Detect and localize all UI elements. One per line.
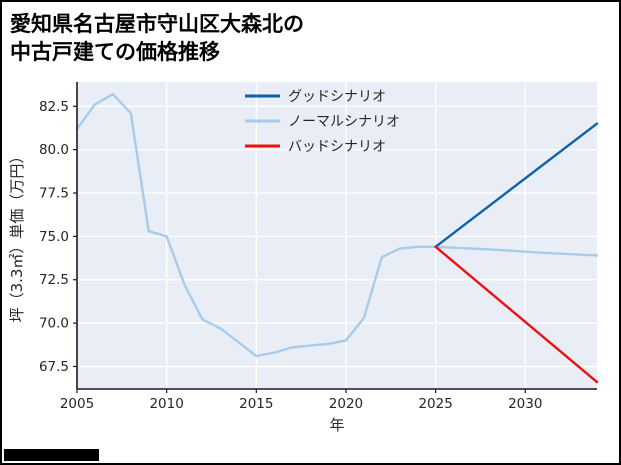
series-lines	[75, 92, 599, 384]
x-tick-label: 2015	[239, 396, 273, 412]
legend-label: グッドシナリオ	[288, 89, 386, 105]
x-tick-labels: 2005 2010 2015 2020 2025 2030	[60, 389, 542, 412]
x-tick-label: 2010	[149, 396, 183, 412]
y-tick-label: 75.0	[39, 229, 69, 245]
watermark-bar	[4, 449, 99, 461]
series-グッドシナリオ	[434, 122, 599, 249]
series-historical	[75, 92, 437, 358]
chart-title-line2: 中古戸建ての価格推移	[10, 40, 220, 64]
y-tick-labels: 67.5 70.0 72.5 75.0 77.5 80.0 82.5	[39, 99, 77, 375]
series-バッドシナリオ	[434, 245, 599, 384]
price-trend-chart: 2005 2010 2015 2020 2025 2030 67.5 70.0 72.5 75.0…	[8, 82, 599, 434]
x-axis-label: 年	[329, 416, 344, 434]
x-tick-label: 2005	[60, 396, 94, 412]
y-tick-label: 67.5	[39, 359, 69, 375]
chart-title: 愛知県名古屋市守山区大森北の 中古戸建ての価格推移	[2, 2, 619, 66]
y-axis-label: 坪（3.3㎡）単価（万円）	[8, 149, 26, 323]
legend-label: バッドシナリオ	[288, 139, 386, 155]
chart-title-line1: 愛知県名古屋市守山区大森北の	[10, 12, 304, 36]
y-tick-label: 82.5	[39, 99, 69, 115]
legend-label: ノーマルシナリオ	[288, 114, 400, 130]
gridlines	[76, 82, 597, 389]
x-tick-label: 2025	[418, 396, 452, 412]
x-tick-label: 2020	[329, 396, 363, 412]
x-tick-label: 2030	[508, 396, 542, 412]
y-tick-label: 70.0	[39, 316, 69, 332]
y-tick-label: 80.0	[39, 142, 69, 158]
y-tick-label: 72.5	[39, 272, 69, 288]
series-ノーマルシナリオ	[434, 245, 599, 257]
y-tick-label: 77.5	[39, 186, 69, 202]
